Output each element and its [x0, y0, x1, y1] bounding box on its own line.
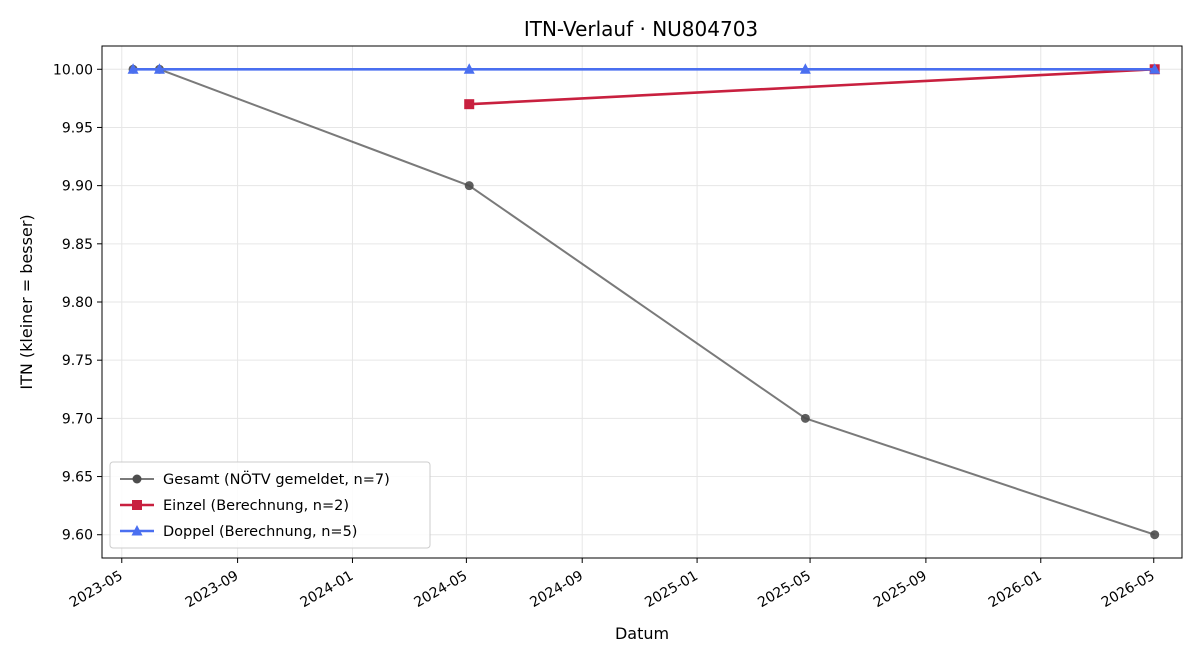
data-point — [1150, 530, 1160, 540]
y-axis-label: ITN (kleiner = besser) — [17, 214, 36, 389]
y-tick-label: 9.85 — [62, 237, 93, 253]
y-tick-label: 9.80 — [62, 295, 93, 311]
x-tick-label: 2025-01 — [642, 568, 701, 611]
x-tick-label: 2026-05 — [1099, 568, 1158, 611]
series-3 — [127, 63, 1161, 74]
y-tick-label: 9.95 — [62, 120, 93, 136]
x-axis-label: Datum — [615, 624, 669, 643]
legend-box — [109, 461, 431, 549]
x-tick-label: 2024-05 — [412, 568, 471, 611]
legend-swatch-marker — [132, 474, 142, 484]
legend-swatch-marker — [132, 500, 142, 510]
x-tick-label: 2026-01 — [986, 568, 1045, 611]
data-point — [464, 99, 475, 110]
data-point — [127, 63, 139, 74]
data-point — [153, 63, 165, 74]
legend-swatch-marker — [131, 525, 143, 536]
x-axis-ticks: 2023-05 2023-09 2024-01 2024-05 2024-09 2025-… — [67, 558, 1158, 611]
legend-label: Doppel (Berechnung, n=5) — [163, 524, 357, 540]
data-point — [463, 63, 475, 74]
y-tick-label: 10.00 — [53, 62, 93, 78]
y-tick-label: 9.70 — [62, 411, 93, 427]
x-tick-label: 2025-09 — [871, 568, 930, 611]
legend-label: Einzel (Berechnung, n=2) — [163, 498, 349, 514]
y-tick-label: 9.65 — [62, 470, 93, 486]
x-tick-label: 2023-05 — [67, 568, 126, 611]
x-tick-label: 2024-09 — [527, 568, 586, 611]
legend: Gesamt (NÖTV gemeldet, n=7) Einzel (Berec… — [109, 461, 431, 549]
legend-label: Gesamt (NÖTV gemeldet, n=7) — [163, 470, 390, 488]
series-2 — [464, 64, 1160, 110]
x-tick-label: 2025-05 — [755, 568, 814, 611]
data-point — [800, 413, 810, 423]
data-point — [464, 181, 474, 191]
y-tick-label: 9.75 — [62, 353, 93, 369]
data-point — [1149, 63, 1161, 74]
series-layer — [127, 63, 1161, 540]
series-line — [469, 67, 1155, 106]
chart-title: ITN-Verlauf · NU804703 — [524, 17, 758, 41]
x-tick-label: 2024-01 — [298, 568, 357, 611]
data-point — [799, 63, 811, 74]
y-axis-ticks: 9.60 9.65 9.70 9.75 9.80 9.85 9.90 9.95 10.00 — [53, 62, 102, 544]
x-tick-label: 2023-09 — [183, 568, 242, 611]
y-tick-label: 9.60 — [62, 528, 93, 544]
y-tick-label: 9.90 — [62, 179, 93, 195]
